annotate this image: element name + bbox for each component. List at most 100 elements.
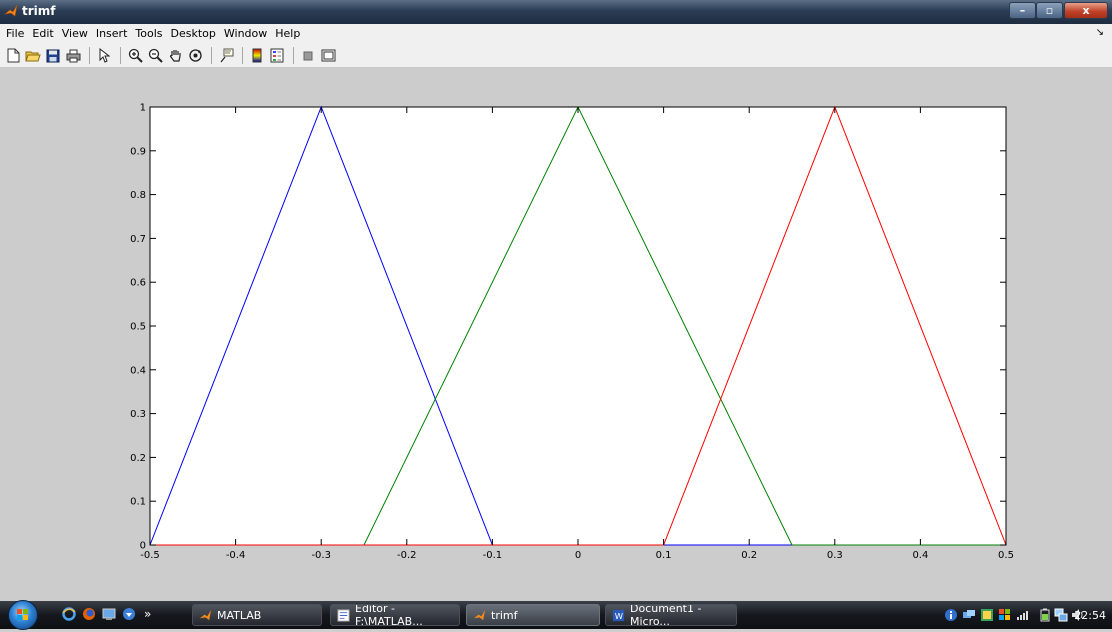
x-tick-label: -0.2 xyxy=(397,550,417,561)
taskbar-button-editor[interactable]: Editor - F:\MATLAB... xyxy=(330,604,460,626)
start-button[interactable] xyxy=(8,600,38,630)
dock-arrow-icon[interactable]: ↘ xyxy=(1095,27,1104,38)
x-tick-label: 0 xyxy=(575,550,581,561)
zoom-in-icon xyxy=(128,48,143,63)
zoom-out-icon xyxy=(148,48,163,63)
battery-icon[interactable] xyxy=(1040,608,1050,622)
matlab-icon xyxy=(199,609,212,620)
window-title-bar[interactable]: trimf – ▫ x xyxy=(0,0,1112,24)
windows-logo-icon xyxy=(17,609,28,620)
toolbar-separator xyxy=(211,47,212,64)
show-plot-tools-icon xyxy=(321,49,335,62)
x-tick-label: 0.5 xyxy=(998,550,1014,561)
y-tick-label: 0.5 xyxy=(130,322,146,333)
rotate-3d-button[interactable] xyxy=(186,47,204,64)
info-icon[interactable] xyxy=(944,608,958,622)
show-plot-tools-button[interactable] xyxy=(319,47,337,64)
data-cursor-icon xyxy=(220,48,233,63)
taskbar-button-label: Document1 - Micro... xyxy=(630,604,702,626)
menu-file[interactable]: File xyxy=(6,27,25,40)
open-folder-icon xyxy=(25,51,41,61)
menu-insert[interactable]: Insert xyxy=(95,27,128,40)
y-tick-label: 0.7 xyxy=(130,234,146,245)
taskbar-button-matlab[interactable]: MATLAB xyxy=(192,604,322,626)
editor-icon xyxy=(337,608,350,622)
pointer-icon xyxy=(99,48,110,63)
menu-tools[interactable]: Tools xyxy=(135,27,163,40)
y-tick-label: 0.4 xyxy=(130,365,146,376)
tick-label-layer: -0.5 -0.4 -0.3 -0.2 -0.1 0 0.1 0.2 0.3 0.4 0.5 0 0.1… xyxy=(130,103,1014,562)
insert-legend-button[interactable] xyxy=(268,47,286,64)
zoom-out-button[interactable] xyxy=(146,47,164,64)
save-button[interactable] xyxy=(44,47,62,64)
y-tick-label: 0 xyxy=(140,541,146,552)
taskbar-button-label: trimf xyxy=(491,608,518,622)
x-tick-label: -0.1 xyxy=(483,550,503,561)
clock: 22:54 xyxy=(1074,609,1106,622)
menu-help[interactable]: Help xyxy=(275,27,301,40)
y-tick-label: 0.6 xyxy=(130,278,146,289)
volume-icon[interactable] xyxy=(1071,608,1085,622)
security-icon[interactable] xyxy=(998,608,1012,622)
hide-plot-tools-icon xyxy=(303,51,313,60)
insert-colorbar-button[interactable] xyxy=(248,47,266,64)
y-tick-label: 0.9 xyxy=(130,146,146,157)
tray-app-icon[interactable] xyxy=(980,608,994,622)
svg-text:W: W xyxy=(615,611,623,621)
pan-button[interactable] xyxy=(166,47,184,64)
messenger-icon[interactable] xyxy=(122,607,136,621)
x-tick-label: 0.3 xyxy=(827,550,843,561)
menu-edit[interactable]: Edit xyxy=(32,27,54,40)
x-tick-label: -0.4 xyxy=(226,550,246,561)
toolbar-separator xyxy=(120,47,121,64)
toolbar-separator xyxy=(89,47,90,64)
toolbar-separator xyxy=(242,47,243,64)
trimf-chart[interactable]: -0.5 -0.4 -0.3 -0.2 -0.1 0 0.1 0.2 0.3 0.4 0.5 0 0.1… xyxy=(0,68,1112,601)
quick-launch-overflow[interactable]: » xyxy=(144,607,152,621)
new-file-button[interactable] xyxy=(4,47,22,64)
menu-window[interactable]: Window xyxy=(223,27,268,40)
new-file-icon xyxy=(7,48,19,63)
firefox-icon[interactable] xyxy=(82,607,96,621)
matlab-figure-icon xyxy=(473,609,486,620)
save-icon xyxy=(46,49,60,62)
show-desktop-icon[interactable] xyxy=(102,607,116,621)
taskbar: » MATLAB Editor - F:\MATLAB... trimf W D… xyxy=(0,600,1112,630)
taskbar-button-label: Editor - F:\MATLAB... xyxy=(355,604,423,626)
y-tick-label: 0.1 xyxy=(130,497,146,508)
figure-toolbar xyxy=(0,44,1112,68)
maximize-button[interactable]: ▫ xyxy=(1036,2,1063,19)
pan-hand-icon xyxy=(169,50,181,62)
network-connection-icon[interactable] xyxy=(1054,608,1068,622)
matlab-logo-icon xyxy=(4,4,18,17)
legend-icon xyxy=(270,48,284,63)
taskbar-button-document1[interactable]: W Document1 - Micro... xyxy=(605,604,737,626)
x-tick-label: 0.2 xyxy=(741,550,757,561)
close-button[interactable]: x xyxy=(1064,2,1108,19)
window-title: trimf xyxy=(22,4,56,18)
data-cursor-button[interactable] xyxy=(217,47,235,64)
x-tick-label: -0.5 xyxy=(140,550,160,561)
x-tick-label: 0.4 xyxy=(912,550,928,561)
minimize-button[interactable]: – xyxy=(1009,2,1036,19)
taskbar-button-trimf[interactable]: trimf xyxy=(466,604,600,626)
edit-plot-button[interactable] xyxy=(95,47,113,64)
x-tick-label: -0.3 xyxy=(311,550,331,561)
network-icon[interactable] xyxy=(962,608,976,622)
open-file-button[interactable] xyxy=(24,47,42,64)
toolbar-separator xyxy=(293,47,294,64)
menu-view[interactable]: View xyxy=(61,27,88,40)
zoom-in-button[interactable] xyxy=(126,47,144,64)
print-button[interactable] xyxy=(64,47,82,64)
print-icon xyxy=(66,49,80,62)
y-tick-label: 0.2 xyxy=(130,453,146,464)
system-tray: 22:54 xyxy=(932,601,1112,629)
hide-plot-tools-button[interactable] xyxy=(299,47,317,64)
taskbar-button-label: MATLAB xyxy=(217,608,262,622)
internet-explorer-icon[interactable] xyxy=(62,607,76,621)
menu-desktop[interactable]: Desktop xyxy=(170,27,216,40)
signal-icon[interactable] xyxy=(1016,608,1030,622)
axes-background xyxy=(149,106,1007,546)
y-tick-label: 1 xyxy=(140,103,146,114)
word-icon: W xyxy=(612,609,625,621)
